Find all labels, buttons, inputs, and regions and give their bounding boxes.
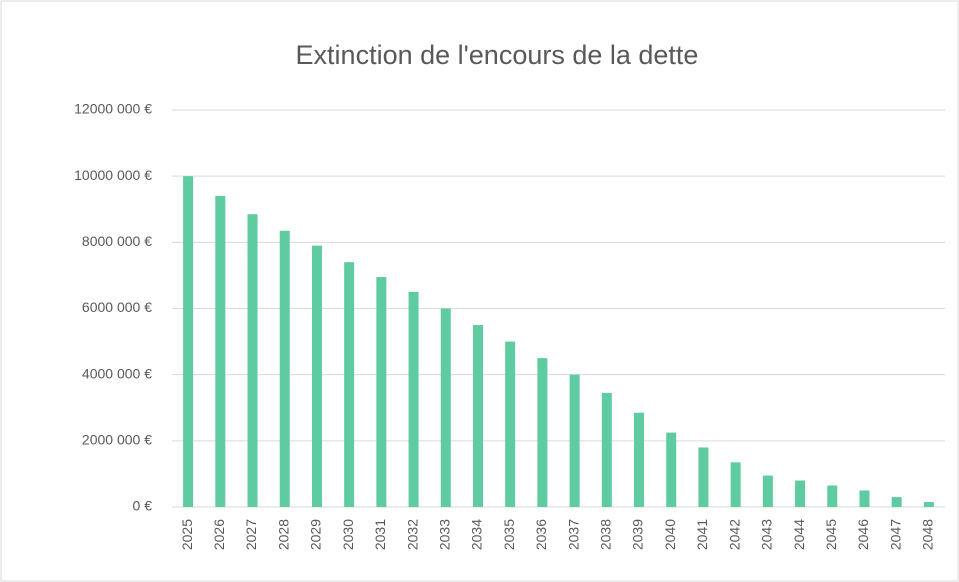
bar xyxy=(569,374,580,507)
y-tick-label: 4000 000 € xyxy=(82,365,152,381)
y-tick-label: 0 € xyxy=(133,498,153,514)
x-tick-label: 2038 xyxy=(598,519,614,550)
x-tick-label: 2036 xyxy=(533,519,549,550)
bar xyxy=(762,475,773,507)
x-tick-label: 2037 xyxy=(565,519,581,550)
bar xyxy=(601,392,612,507)
y-tick-label: 8000 000 € xyxy=(82,233,152,249)
x-tick-label: 2031 xyxy=(372,519,388,550)
bar xyxy=(537,358,548,507)
x-tick-label: 2046 xyxy=(855,519,871,550)
x-tick-label: 2027 xyxy=(243,519,259,550)
y-tick-label: 6000 000 € xyxy=(82,299,152,315)
x-tick-label: 2026 xyxy=(211,519,227,550)
bar xyxy=(859,490,870,507)
x-tick-label: 2034 xyxy=(469,519,485,550)
bar xyxy=(666,432,677,507)
bar xyxy=(505,341,516,507)
bar xyxy=(440,308,451,507)
bar xyxy=(923,502,934,507)
bar xyxy=(247,214,258,507)
x-tick-label: 2045 xyxy=(823,519,839,550)
x-tick-label: 2048 xyxy=(920,519,936,550)
x-tick-label: 2039 xyxy=(630,519,646,550)
bar xyxy=(183,176,194,507)
x-tick-label: 2032 xyxy=(404,519,420,550)
y-tick-label: 10000 000 € xyxy=(74,167,152,183)
x-tick-label: 2035 xyxy=(501,519,517,550)
chart-title: Extinction de l'encours de la dette xyxy=(296,40,699,70)
x-tick-label: 2042 xyxy=(726,519,742,550)
bar xyxy=(215,196,226,507)
x-tick-label: 2025 xyxy=(179,519,195,550)
bar xyxy=(827,485,838,507)
x-tick-label: 2029 xyxy=(308,519,324,550)
x-tick-label: 2047 xyxy=(887,519,903,550)
bar xyxy=(279,230,290,508)
y-tick-label: 2000 000 € xyxy=(82,432,152,448)
bar xyxy=(344,262,355,507)
bar xyxy=(795,480,806,507)
x-tick-label: 2041 xyxy=(694,519,710,550)
bar xyxy=(472,325,483,507)
x-tick-label: 2028 xyxy=(275,519,291,550)
bar xyxy=(634,412,645,507)
bar xyxy=(730,462,741,507)
x-tick-label: 2043 xyxy=(759,519,775,550)
bar xyxy=(698,447,709,507)
bar xyxy=(376,277,387,507)
bar xyxy=(408,291,419,507)
bar xyxy=(891,497,902,507)
x-tick-label: 2040 xyxy=(662,519,678,550)
y-tick-label: 12000 000 € xyxy=(74,101,152,117)
x-tick-label: 2033 xyxy=(436,519,452,550)
x-tick-label: 2030 xyxy=(340,519,356,550)
bar xyxy=(311,245,322,507)
x-tick-label: 2044 xyxy=(791,519,807,550)
